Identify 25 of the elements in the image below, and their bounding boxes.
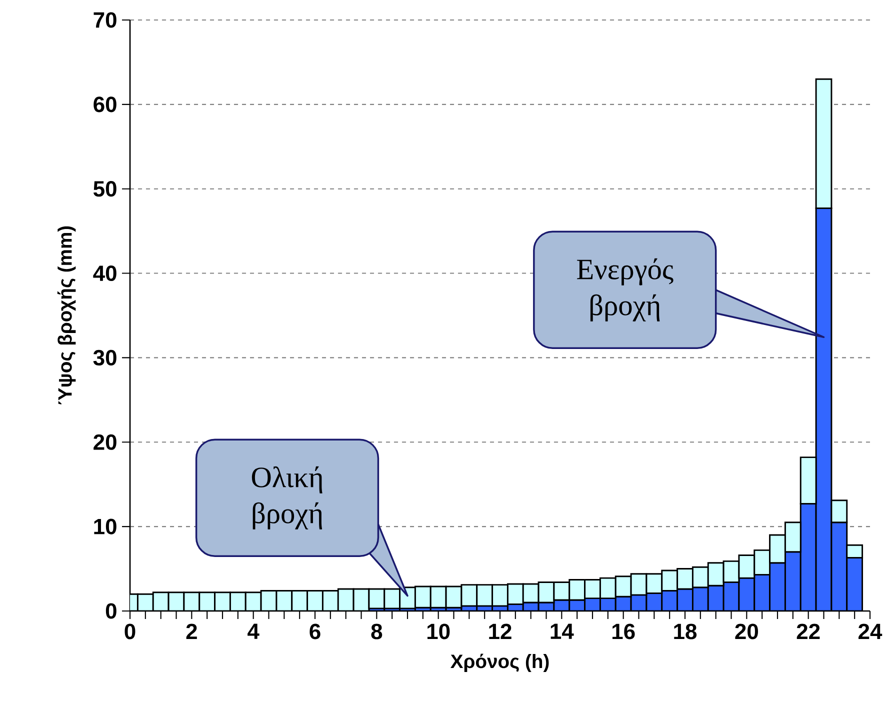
y-tick-label: 50 [93, 181, 116, 197]
x-tick-label: 18 [674, 624, 697, 640]
x-tick-label: 12 [489, 624, 512, 640]
x-tick-label: 6 [310, 624, 320, 640]
x-tick-label: 14 [550, 624, 574, 639]
y-tick-label: 70 [94, 12, 116, 28]
y-tick-label: 60 [94, 96, 116, 112]
x-tick-label: 0 [124, 624, 136, 640]
x-tick-label: 16 [612, 624, 635, 640]
y-tick-label: 10 [94, 518, 116, 534]
y-axis-title: Ύψος βροχής (mm) [57, 226, 76, 404]
x-tick-label: 10 [427, 624, 450, 640]
x-axis-title: Χρόνος (h) [450, 654, 549, 672]
x-tick-label: 2 [186, 624, 197, 640]
y-tick-label: 20 [94, 434, 116, 450]
x-tick-label: 20 [735, 624, 758, 640]
x-tick-label: 22 [796, 624, 820, 640]
y-tick-label: 0 [106, 603, 116, 619]
x-tick-label: 4 [248, 624, 260, 639]
x-tick-label: 8 [371, 624, 382, 640]
text: Ενεργός βροχή [577, 258, 674, 322]
y-tick-label: 40 [93, 265, 116, 282]
text: Ολική βροχή [252, 466, 322, 530]
x-tick-label: 24 [858, 624, 882, 640]
y-tick-label: 30 [93, 350, 116, 366]
